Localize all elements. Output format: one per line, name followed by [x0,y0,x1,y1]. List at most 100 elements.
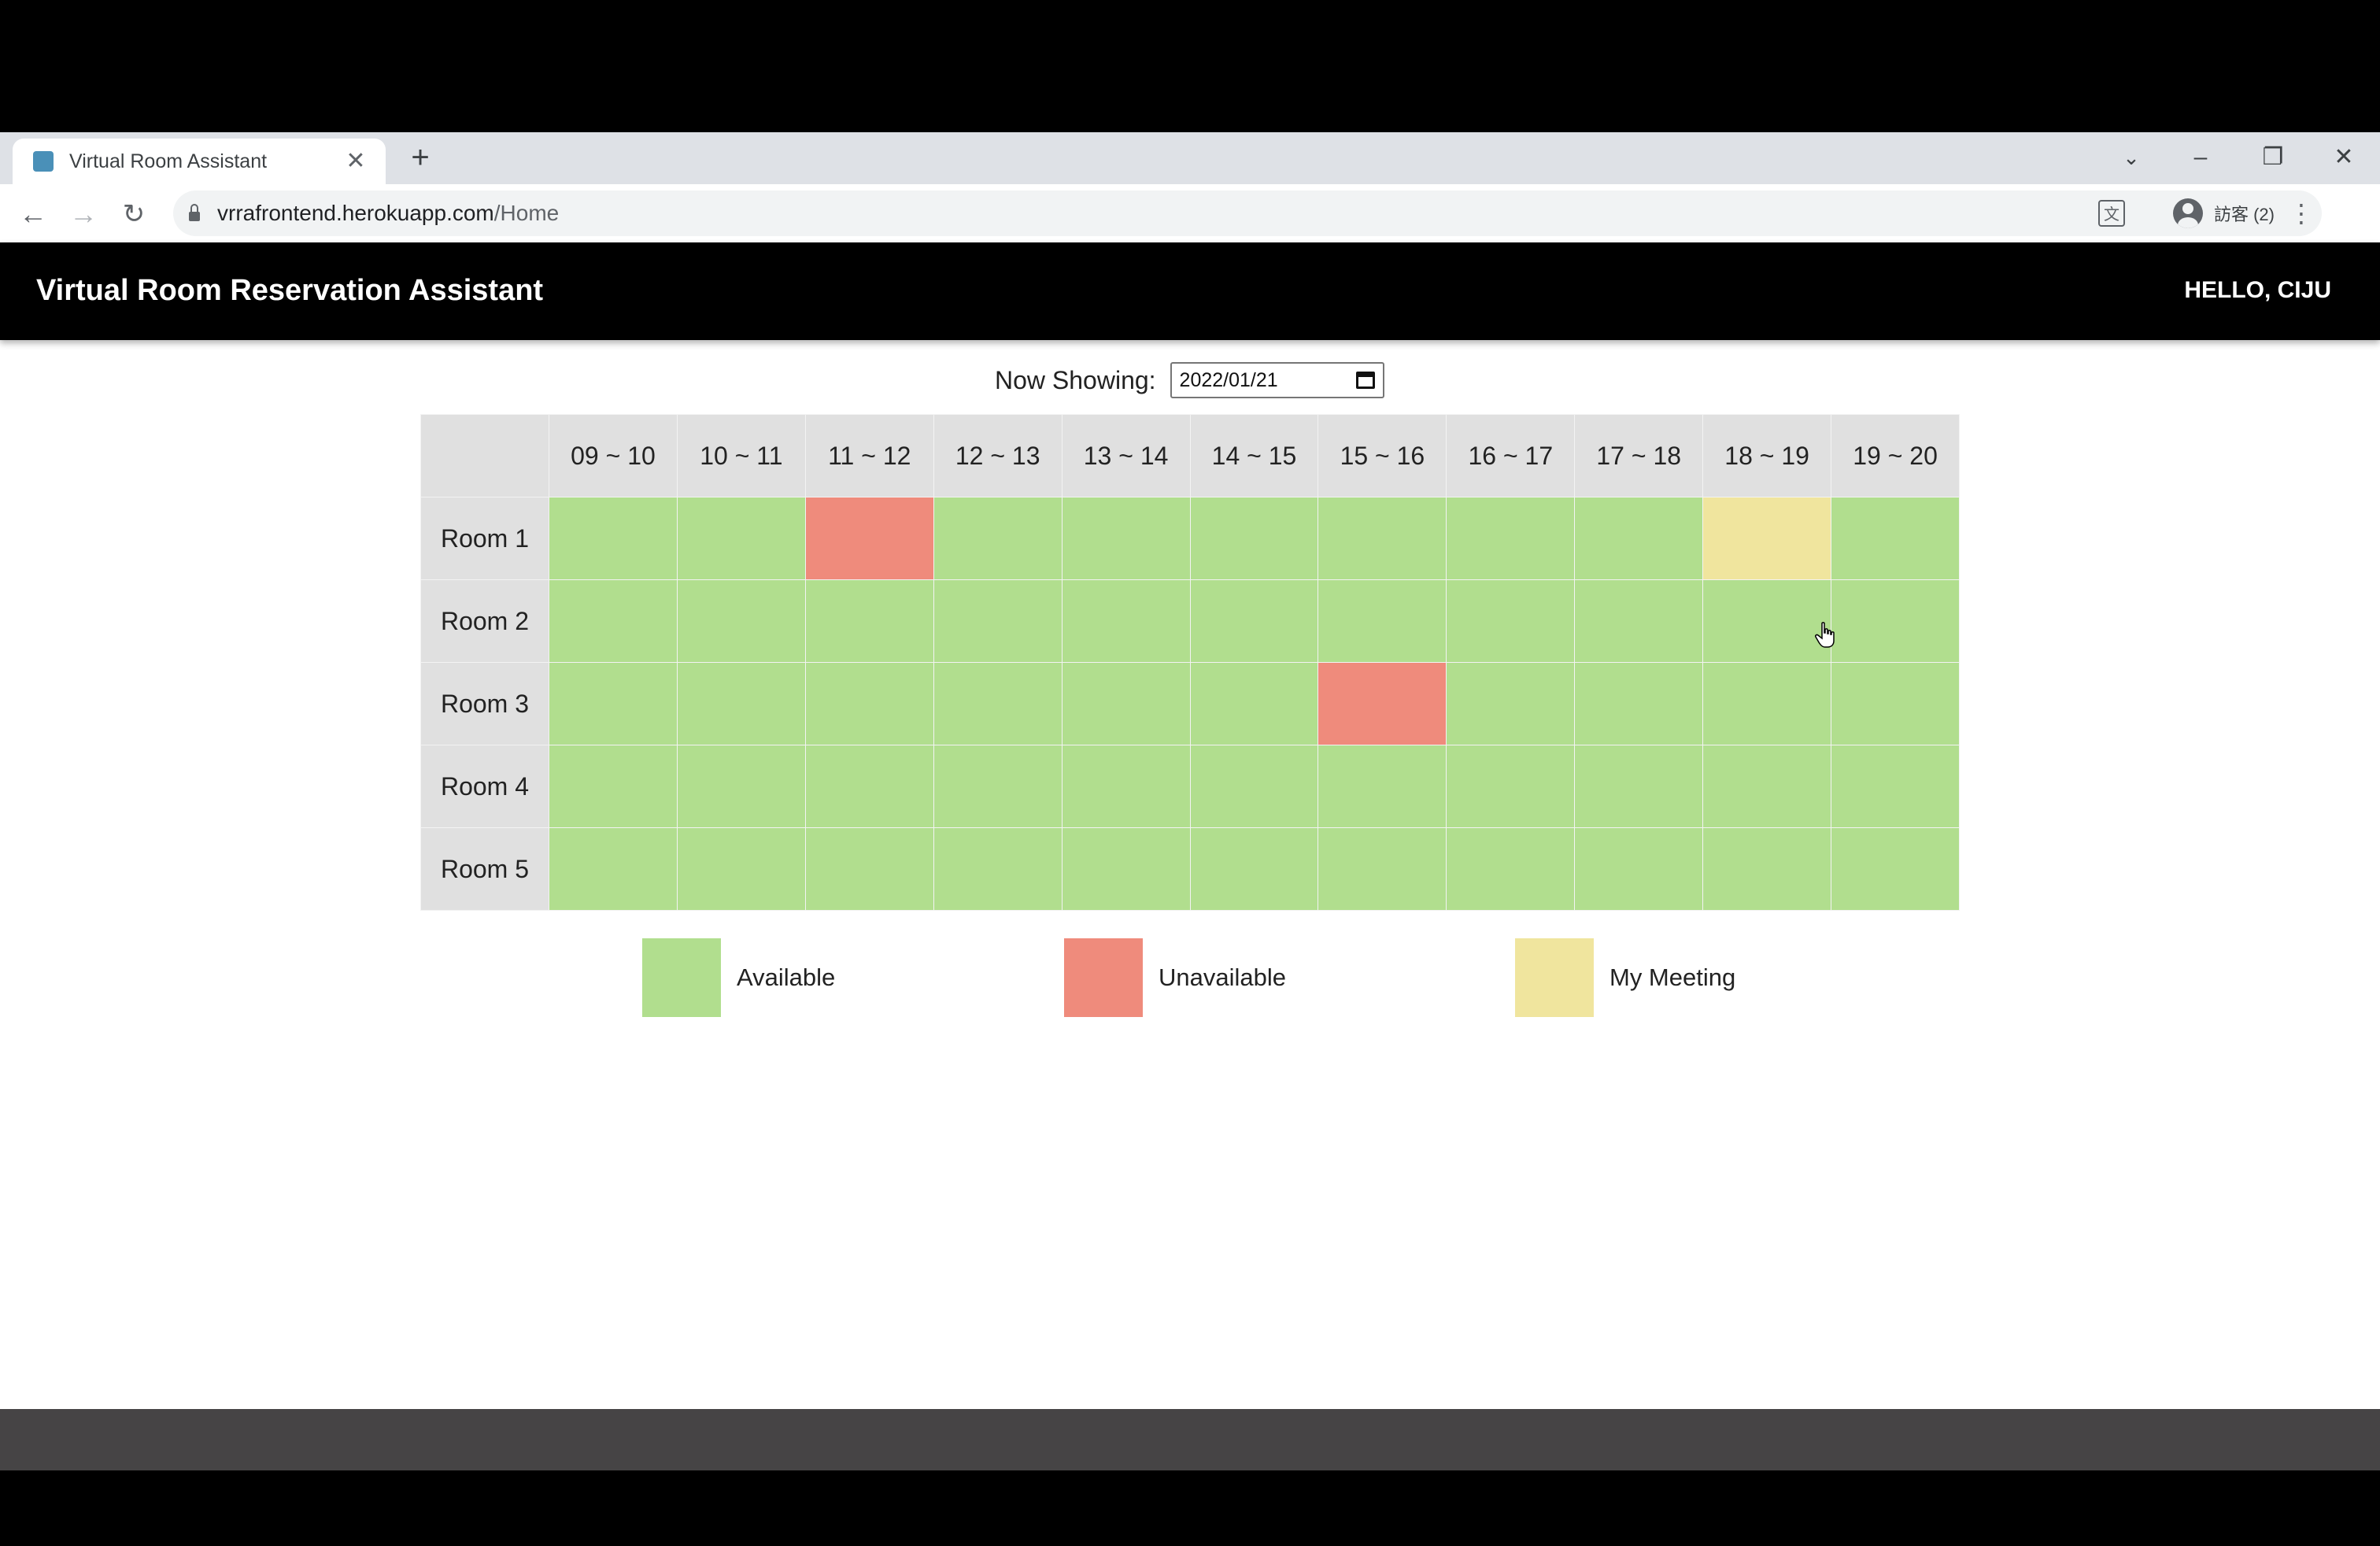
legend-swatch [642,938,721,1017]
time-slot-header: 18 ~ 19 [1702,414,1832,497]
address-bar[interactable]: vrrafrontend.herokuapp.com/Home 文 訪客 (2)… [173,190,2322,236]
slot-cell-available[interactable] [549,827,678,911]
slot-cell-available[interactable] [1574,827,1704,911]
slot-cell-available[interactable] [804,662,934,745]
slot-cell-available[interactable] [1318,579,1447,663]
slot-cell-available[interactable] [1446,662,1576,745]
slot-cell-available[interactable] [1318,745,1447,828]
legend-item-unavailable: Unavailable [1064,938,1286,1017]
slot-cell-available[interactable] [1446,497,1576,580]
tab-search-chevron-down-icon[interactable]: ⌄ [2123,146,2140,169]
slot-cell-available[interactable] [1831,497,1960,580]
browser-menu-icon[interactable]: ⋮ [2289,199,2314,227]
slot-cell-available[interactable] [549,745,678,828]
slot-cell-available[interactable] [1702,745,1832,828]
slot-cell-available[interactable] [676,662,806,745]
browser-tab[interactable]: Virtual Room Assistant ✕ [13,139,386,184]
slot-cell-mine[interactable] [1702,497,1832,580]
slot-cell-available[interactable] [804,827,934,911]
time-slot-header: 16 ~ 17 [1446,414,1576,497]
date-selector: Now Showing: 2022/01/21 [995,362,1384,398]
slot-cell-available[interactable] [1831,745,1960,828]
time-slot-header: 14 ~ 15 [1189,414,1319,497]
date-input[interactable]: 2022/01/21 [1170,362,1384,398]
slot-cell-available[interactable] [1061,745,1191,828]
slot-cell-available[interactable] [1446,745,1576,828]
room-label: Room 2 [420,579,549,663]
forward-arrow-icon[interactable]: → [69,198,98,230]
lock-icon[interactable] [189,204,200,221]
new-tab-button[interactable]: + [411,140,430,175]
slot-cell-available[interactable] [676,827,806,911]
slot-cell-available[interactable] [1702,827,1832,911]
time-slot-header: 19 ~ 20 [1831,414,1960,497]
slot-cell-available[interactable] [1446,827,1576,911]
slot-cell-available[interactable] [1574,579,1704,663]
slot-cell-available[interactable] [1318,827,1447,911]
back-arrow-icon[interactable]: ← [19,198,47,230]
legend-swatch [1064,938,1143,1017]
slot-cell-available[interactable] [1061,662,1191,745]
time-slot-header: 15 ~ 16 [1318,414,1447,497]
web-page: Virtual Room Reservation Assistant HELLO… [0,242,2380,1409]
slot-cell-available[interactable] [1831,579,1960,663]
tab-close-icon[interactable]: ✕ [346,148,366,174]
translate-icon[interactable]: 文 [2098,200,2125,227]
slot-cell-available[interactable] [933,745,1062,828]
slot-cell-available[interactable] [1702,579,1832,663]
browser-tabstrip: Virtual Room Assistant ✕ + ⌄ – ❐ ✕ [0,132,2380,184]
slot-cell-available[interactable] [1061,579,1191,663]
slot-cell-available[interactable] [933,662,1062,745]
table-row: Room 3 [420,662,1960,745]
slot-cell-available[interactable] [933,827,1062,911]
reload-icon[interactable]: ↻ [122,199,146,229]
slot-cell-available[interactable] [1574,662,1704,745]
slot-cell-available[interactable] [549,497,678,580]
room-label: Room 1 [420,497,549,580]
slot-cell-available[interactable] [804,745,934,828]
slot-cell-available[interactable] [1318,497,1447,580]
tab-title: Virtual Room Assistant [69,150,268,172]
slot-cell-available[interactable] [933,497,1062,580]
app-title[interactable]: Virtual Room Reservation Assistant [36,274,544,307]
slot-cell-available[interactable] [1831,662,1960,745]
slot-cell-available[interactable] [1189,579,1319,663]
slot-cell-available[interactable] [1189,745,1319,828]
time-slot-header: 10 ~ 11 [676,414,806,497]
slot-cell-available[interactable] [933,579,1062,663]
minimize-icon[interactable]: – [2193,144,2208,170]
table-row: Room 5 [420,827,1960,911]
legend-item-available: Available [642,938,835,1017]
slot-cell-available[interactable] [1446,579,1576,663]
close-window-icon[interactable]: ✕ [2334,144,2354,170]
calendar-icon[interactable] [1355,372,1375,389]
time-slot-header: 13 ~ 14 [1061,414,1191,497]
legend-label: My Meeting [1609,963,1736,991]
slot-cell-available[interactable] [1574,745,1704,828]
slot-cell-available[interactable] [804,579,934,663]
room-label: Room 4 [420,745,549,828]
user-greeting[interactable]: HELLO, CIJU [2184,277,2331,303]
slot-cell-available[interactable] [1702,662,1832,745]
slot-cell-available[interactable] [1574,497,1704,580]
slot-cell-available[interactable] [676,579,806,663]
time-slot-header: 12 ~ 13 [933,414,1062,497]
room-label: Room 3 [420,662,549,745]
slot-cell-available[interactable] [549,662,678,745]
slot-cell-available[interactable] [1061,827,1191,911]
slot-cell-unavailable[interactable] [804,497,934,580]
time-slot-header: 11 ~ 12 [804,414,934,497]
slot-cell-available[interactable] [1189,662,1319,745]
slot-cell-unavailable[interactable] [1318,662,1447,745]
slot-cell-available[interactable] [1189,497,1319,580]
slot-cell-available[interactable] [1831,827,1960,911]
slot-cell-available[interactable] [1189,827,1319,911]
slot-cell-available[interactable] [549,579,678,663]
slot-cell-available[interactable] [1061,497,1191,580]
table-row: Room 2 [420,579,1960,663]
slot-cell-available[interactable] [676,497,806,580]
slot-cell-available[interactable] [676,745,806,828]
restore-window-icon[interactable]: ❐ [2262,144,2284,170]
profile-button[interactable]: 訪客 (2) ⋮ [2172,195,2314,231]
profile-avatar-icon [2172,198,2203,228]
